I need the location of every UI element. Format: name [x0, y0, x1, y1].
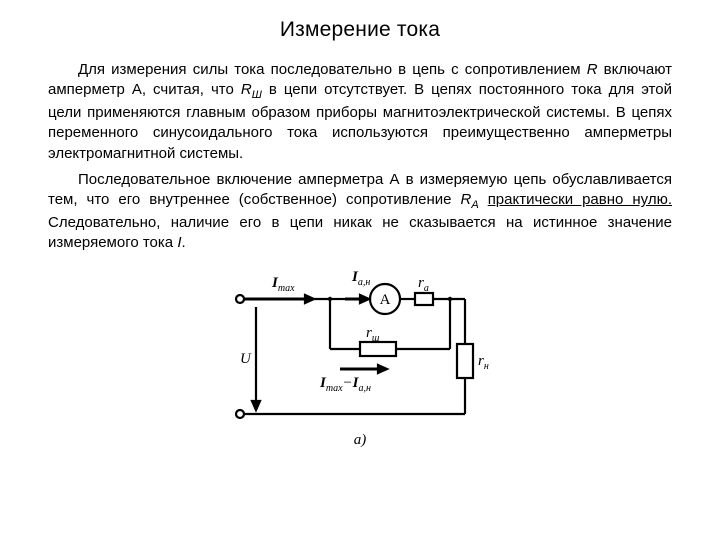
- p2-RA-base: R: [460, 191, 471, 208]
- p2-RA-sub: А: [471, 199, 478, 211]
- figure-caption: a): [354, 432, 367, 448]
- p2-seg3: Следовательно, наличие его в цепи никак …: [48, 214, 672, 251]
- p1-Rsh-base: R: [241, 81, 252, 98]
- paragraph-1: Для измерения силы тока последовательно …: [48, 60, 672, 164]
- label-A: А: [380, 292, 391, 308]
- label-U: U: [240, 351, 252, 367]
- figure-wrapper: А Imax Ia,н ra rш I: [48, 259, 672, 464]
- label-ra: ra: [418, 275, 429, 294]
- paragraph-2: Последовательное включение амперметра А …: [48, 170, 672, 254]
- p2-seg4: .: [181, 234, 185, 251]
- label-rn: rн: [478, 353, 489, 372]
- p1-seg1: Для измерения силы тока последовательно …: [78, 61, 587, 78]
- p2-seg2: [479, 191, 488, 208]
- label-Ian: Ia,н: [351, 269, 370, 288]
- page-title: Измерение тока: [48, 18, 672, 42]
- label-Imax-minus-Ian: Imax−Ia,н: [319, 375, 371, 394]
- label-Imax: Imax: [271, 275, 295, 294]
- p1-Rsh-sub: Ш: [252, 89, 262, 101]
- p2-underlined: практически равно нулю.: [488, 191, 672, 208]
- circuit-diagram: А Imax Ia,н ra rш I: [210, 259, 510, 459]
- p1-R: R: [587, 61, 598, 78]
